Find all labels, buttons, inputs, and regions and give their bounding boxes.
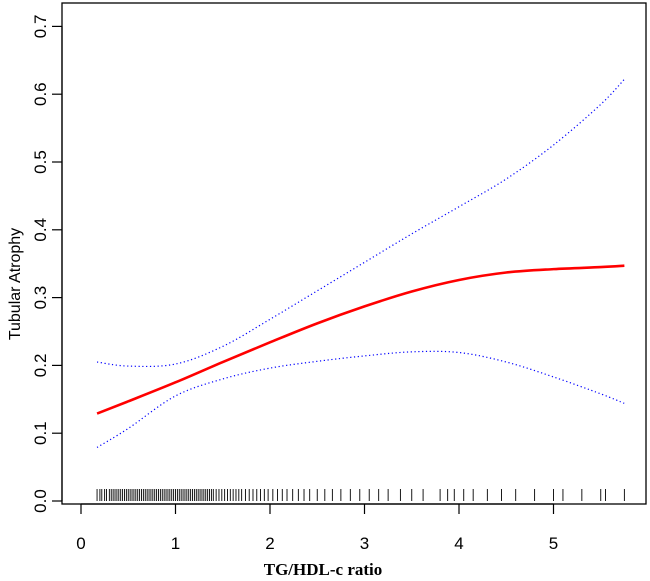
y-tick-label: 0.5 (31, 150, 50, 174)
x-axis: 0 1 2 3 4 5 (76, 503, 558, 553)
plot-frame (61, 2, 647, 505)
y-tick-label: 0.7 (31, 15, 50, 39)
x-tick-label: 3 (360, 534, 369, 553)
y-tick-label: 0.3 (31, 286, 50, 310)
y-axis-label: Tubular Atrophy (7, 228, 24, 340)
y-tick-label: 0.4 (31, 218, 50, 242)
y-tick-label: 0.6 (31, 82, 50, 106)
x-tick-label: 5 (549, 534, 558, 553)
x-axis-label: TG/HDL-c ratio (264, 560, 383, 579)
rug-layer (96, 489, 625, 501)
lower-ci-line (96, 350, 625, 448)
estimate-line (96, 264, 625, 415)
x-tick-label: 4 (454, 534, 463, 553)
y-tick-label: 0.2 (31, 354, 50, 378)
y-tick-label: 0.1 (31, 421, 50, 445)
x-tick-label: 1 (171, 534, 180, 553)
x-tick-label: 2 (265, 534, 274, 553)
upper-ci-line (96, 78, 625, 368)
series-layer (96, 78, 625, 448)
x-tick-label: 0 (76, 534, 85, 553)
y-tick-label: 0.0 (31, 489, 50, 513)
y-axis: 0.0 0.1 0.2 0.3 0.4 0.5 0.6 0.7 (31, 15, 63, 513)
